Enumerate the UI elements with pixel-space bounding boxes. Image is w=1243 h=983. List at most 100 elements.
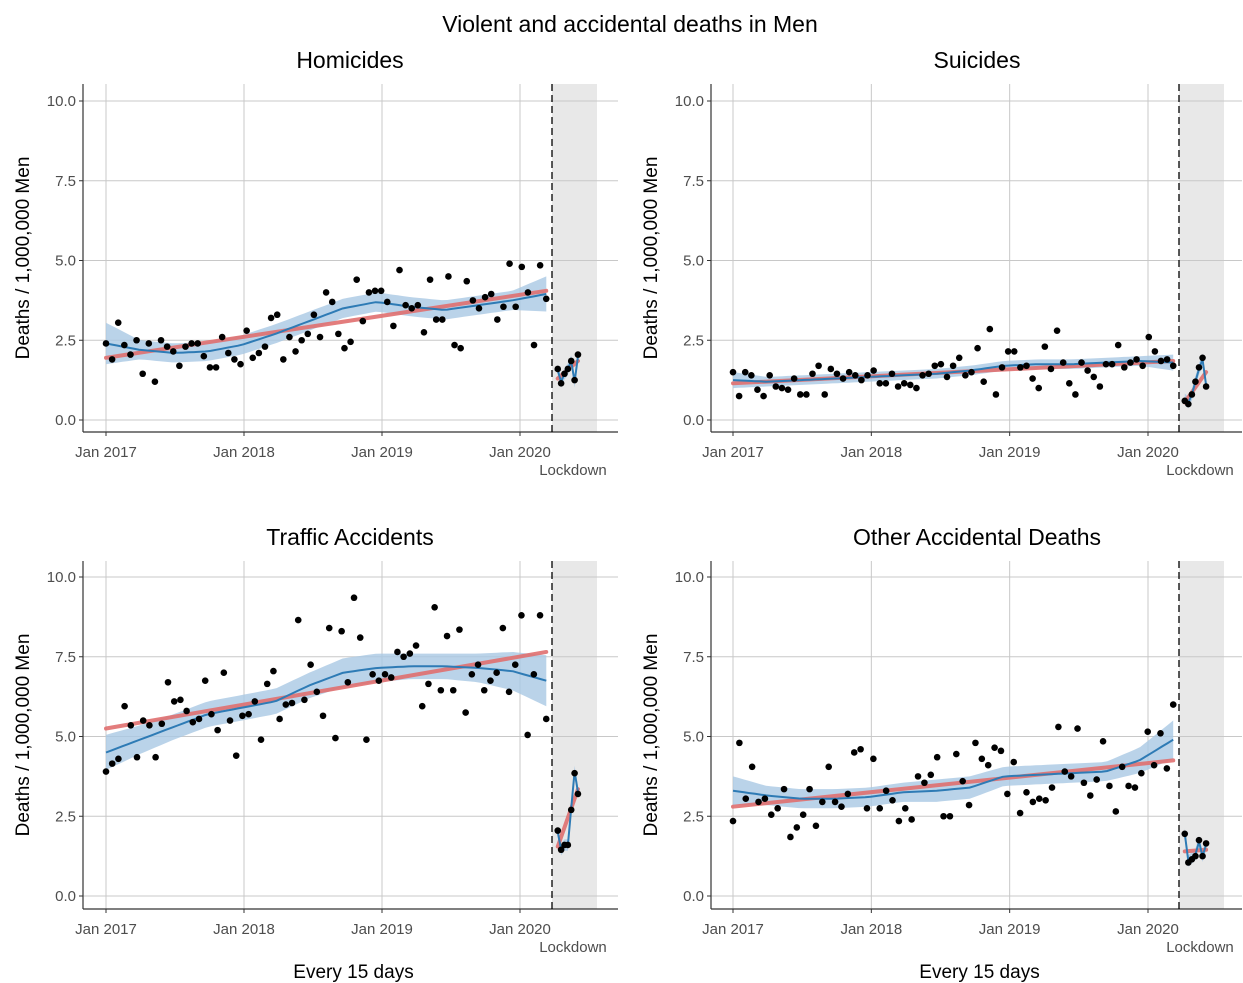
data-point — [991, 744, 998, 751]
data-point — [894, 383, 902, 390]
data-point — [431, 604, 438, 611]
y-tick-label: 2.5 — [55, 808, 76, 825]
panel-title: Homicides — [296, 47, 403, 73]
data-point — [426, 276, 434, 283]
x-tick-label: Jan 2020 — [489, 921, 551, 938]
data-point — [1121, 364, 1128, 371]
data-point — [313, 688, 321, 696]
data-point — [1023, 362, 1030, 370]
data-point — [774, 804, 781, 812]
data-point — [341, 344, 348, 352]
data-point — [443, 632, 451, 640]
x-tick-label: Jan 2020 — [1117, 444, 1179, 461]
data-point — [158, 720, 166, 728]
data-point — [1035, 384, 1043, 392]
data-point — [819, 798, 826, 806]
x-axis-title: Every 15 days — [293, 962, 413, 983]
data-point — [245, 710, 252, 718]
data-point — [1053, 327, 1061, 334]
y-tick-label: 10.0 — [47, 569, 76, 586]
data-point — [937, 360, 945, 368]
x-tick-label: Jan 2019 — [351, 444, 413, 461]
data-point — [115, 755, 122, 763]
data-point — [882, 787, 890, 795]
data-point — [282, 701, 290, 708]
data-point — [1096, 383, 1104, 390]
data-point — [943, 373, 951, 381]
data-point — [845, 368, 853, 376]
data-point — [218, 333, 226, 341]
data-point — [463, 277, 471, 285]
data-point — [882, 380, 890, 387]
data-point — [208, 710, 215, 718]
x-tick-label: Jan 2017 — [75, 921, 137, 938]
data-point — [1072, 391, 1079, 398]
data-point — [1023, 789, 1030, 796]
x-tick-label: Jan 2018 — [213, 444, 275, 461]
data-point — [850, 749, 858, 756]
data-point — [182, 343, 189, 350]
data-point — [1112, 808, 1120, 815]
x-tick-label: Jan 2019 — [979, 444, 1041, 461]
data-point — [394, 648, 401, 656]
data-point — [1084, 367, 1091, 374]
data-point-post — [1199, 354, 1206, 362]
data-point-post — [1181, 830, 1189, 838]
data-point — [280, 356, 287, 363]
data-point — [542, 295, 550, 303]
data-point — [1059, 359, 1067, 366]
data-point — [1145, 333, 1153, 341]
data-point — [1157, 357, 1165, 365]
data-point — [451, 341, 458, 349]
data-point — [418, 702, 426, 710]
data-point — [487, 290, 495, 298]
y-tick-label: 2.5 — [683, 808, 704, 825]
data-point — [530, 670, 538, 678]
data-point — [176, 362, 183, 370]
data-point — [494, 316, 501, 323]
data-point — [1004, 790, 1011, 798]
x-tick-label: Jan 2017 — [702, 921, 764, 938]
data-point — [286, 333, 293, 341]
data-point — [1080, 779, 1088, 787]
data-point — [772, 383, 780, 390]
data-point — [748, 372, 755, 379]
data-point — [809, 370, 816, 378]
data-point — [1055, 723, 1062, 731]
data-point — [145, 340, 153, 347]
y-tick-label: 5.0 — [683, 729, 704, 746]
data-point — [1169, 362, 1177, 370]
x-tick-label: Jan 2020 — [1117, 921, 1179, 938]
data-point — [992, 391, 1000, 398]
data-point — [876, 380, 884, 387]
data-point — [901, 804, 909, 812]
data-point — [796, 391, 804, 398]
data-point — [475, 305, 483, 312]
data-point — [1016, 809, 1024, 817]
panel-2: Suicides 0.0 2.5 5.0 7.5 10.0 Jan 2017 Jan 2018… — [641, 47, 1242, 479]
data-point — [933, 753, 941, 761]
data-point-post — [564, 365, 572, 373]
data-point — [251, 698, 259, 705]
linear-fit-line-post — [1182, 370, 1209, 405]
data-point — [133, 336, 140, 344]
data-point — [294, 616, 302, 624]
y-tick-label: 10.0 — [675, 569, 704, 586]
y-tick-label: 7.5 — [683, 649, 704, 666]
data-point — [821, 391, 829, 398]
data-point-post — [574, 790, 582, 798]
data-point — [127, 351, 134, 358]
data-point — [152, 753, 159, 761]
data-point — [201, 677, 209, 684]
data-point — [530, 341, 538, 349]
data-point — [276, 715, 283, 723]
data-point — [895, 817, 903, 825]
loess-line — [105, 665, 547, 754]
y-tick-label: 5.0 — [683, 253, 704, 270]
data-point — [524, 731, 531, 739]
data-point — [1061, 768, 1069, 775]
data-point-post — [567, 357, 575, 365]
data-point — [412, 642, 420, 649]
loess-line — [732, 738, 1174, 800]
data-point — [889, 797, 896, 804]
